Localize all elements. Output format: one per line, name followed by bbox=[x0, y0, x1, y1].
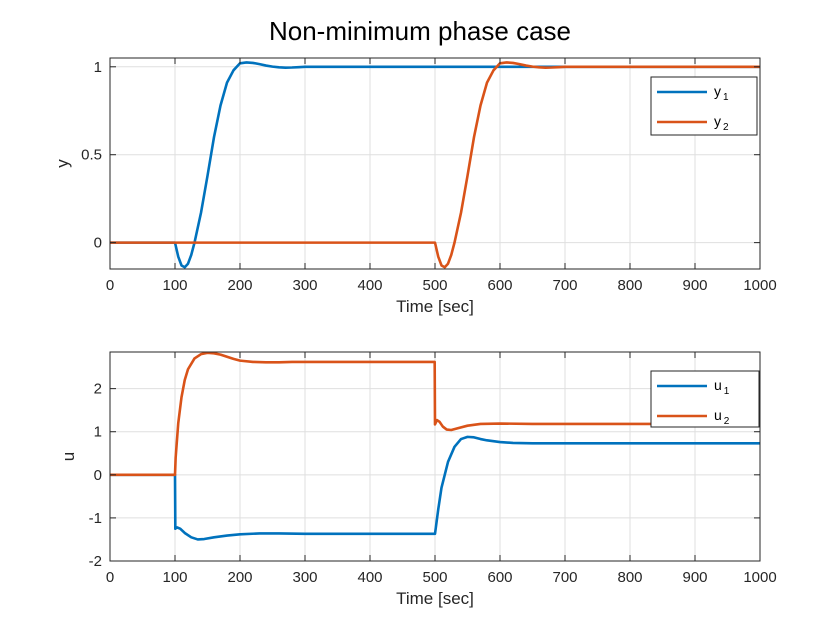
bottom-x-tick-label: 200 bbox=[227, 569, 252, 586]
top-x-tick-label: 1000 bbox=[743, 277, 776, 294]
top-x-axis-label: Time [sec] bbox=[396, 297, 474, 316]
bottom-y-tick-label: -1 bbox=[89, 510, 102, 527]
top-legend-label-sub: 2 bbox=[723, 122, 729, 133]
bottom-x-tick-label: 600 bbox=[487, 569, 512, 586]
bottom-x-tick-label: 1000 bbox=[743, 569, 776, 586]
top-axes: 0 100 200 300 400 500 600 700 800 900 1000 0 0.5 1 Tim… bbox=[53, 57, 777, 316]
top-y-tick-label: 0.5 bbox=[81, 147, 102, 164]
bottom-x-tick-label: 900 bbox=[682, 569, 707, 586]
bottom-legend-label-sub: 2 bbox=[724, 416, 730, 427]
top-y-tick-label: 0 bbox=[94, 235, 102, 252]
top-legend: y 1y 2 bbox=[650, 76, 758, 136]
top-legend-label-main: y bbox=[714, 113, 721, 129]
top-x-tick-label: 200 bbox=[227, 277, 252, 294]
bottom-legend: u 1u 2 bbox=[650, 370, 760, 428]
bottom-legend-label-main: u bbox=[714, 377, 722, 393]
top-x-tick-label: 900 bbox=[682, 277, 707, 294]
top-x-tick-label: 0 bbox=[106, 277, 114, 294]
top-x-tick-label: 300 bbox=[292, 277, 317, 294]
top-series-y2 bbox=[110, 61, 760, 269]
top-x-tick-label: 800 bbox=[617, 277, 642, 294]
bottom-x-tick-label: 300 bbox=[292, 569, 317, 586]
top-series-y1 bbox=[110, 61, 760, 269]
bottom-y-tick-label: 1 bbox=[94, 424, 102, 441]
bottom-legend-label-sub: 1 bbox=[724, 386, 730, 397]
bottom-x-axis-label: Time [sec] bbox=[396, 589, 474, 608]
bottom-x-tick-label: 800 bbox=[617, 569, 642, 586]
top-y-axis-label: y bbox=[53, 159, 72, 168]
bottom-x-tick-label: 500 bbox=[422, 569, 447, 586]
figure-title: Non-minimum phase case bbox=[269, 16, 571, 46]
bottom-y-axis-label: u bbox=[59, 452, 78, 461]
top-x-tick-label: 100 bbox=[162, 277, 187, 294]
bottom-legend-label-main: u bbox=[714, 407, 722, 423]
bottom-legend-box bbox=[650, 370, 760, 428]
bottom-y-tick-label: 0 bbox=[94, 467, 102, 484]
bottom-x-tick-label: 100 bbox=[162, 569, 187, 586]
top-x-tick-label: 500 bbox=[422, 277, 447, 294]
top-x-tick-label: 600 bbox=[487, 277, 512, 294]
bottom-series-u1 bbox=[110, 435, 760, 541]
top-x-tick-label: 400 bbox=[357, 277, 382, 294]
top-legend-label-main: y bbox=[714, 83, 721, 99]
top-y-tick-label: 1 bbox=[94, 59, 102, 76]
bottom-x-tick-label: 400 bbox=[357, 569, 382, 586]
top-legend-box bbox=[650, 76, 758, 136]
bottom-x-tick-label: 0 bbox=[106, 569, 114, 586]
bottom-y-tick-label: -2 bbox=[89, 553, 102, 570]
bottom-y-tick-label: 2 bbox=[94, 381, 102, 398]
top-x-tick-label: 700 bbox=[552, 277, 577, 294]
bottom-axes: 0 100 200 300 400 500 600 700 800 900 1000 -2 -1 0 1 2 T… bbox=[59, 351, 777, 608]
bottom-x-tick-label: 700 bbox=[552, 569, 577, 586]
top-legend-label-sub: 1 bbox=[723, 92, 729, 103]
bottom-series-u2 bbox=[110, 351, 760, 477]
